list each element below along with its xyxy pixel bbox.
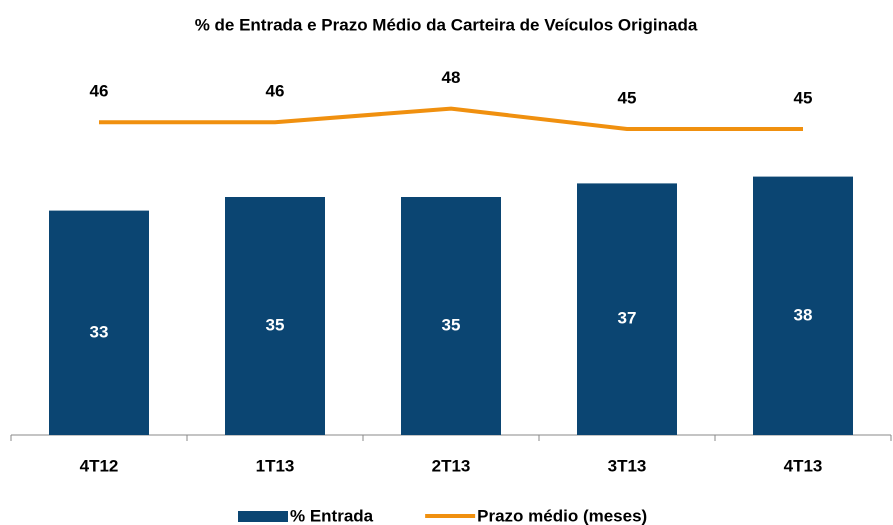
bar — [225, 197, 325, 435]
line-label: 45 — [794, 88, 813, 107]
bar-label: 33 — [90, 322, 109, 341]
chart-title: % de Entrada e Prazo Médio da Carteira d… — [195, 15, 698, 34]
line-label: 46 — [266, 82, 285, 101]
x-tick-label: 4T13 — [784, 456, 823, 475]
bar — [577, 183, 677, 435]
bar — [753, 176, 853, 435]
bar — [49, 210, 149, 435]
line-label: 45 — [618, 88, 637, 107]
bar-label: 35 — [266, 315, 285, 334]
bar-label: 37 — [618, 309, 637, 328]
legend-label: Prazo médio (meses) — [477, 506, 647, 525]
bar-label: 35 — [442, 315, 461, 334]
x-tick-label: 1T13 — [256, 456, 295, 475]
legend-swatch — [238, 511, 288, 522]
line — [99, 106, 803, 131]
x-tick-label: 2T13 — [432, 456, 471, 475]
line-label: 48 — [442, 68, 461, 87]
x-tick-label: 4T12 — [80, 456, 119, 475]
bar-label: 38 — [794, 305, 813, 324]
x-tick-label: 3T13 — [608, 456, 647, 475]
legend-label: % Entrada — [290, 506, 374, 525]
bar — [401, 197, 501, 435]
line-label: 46 — [90, 82, 109, 101]
